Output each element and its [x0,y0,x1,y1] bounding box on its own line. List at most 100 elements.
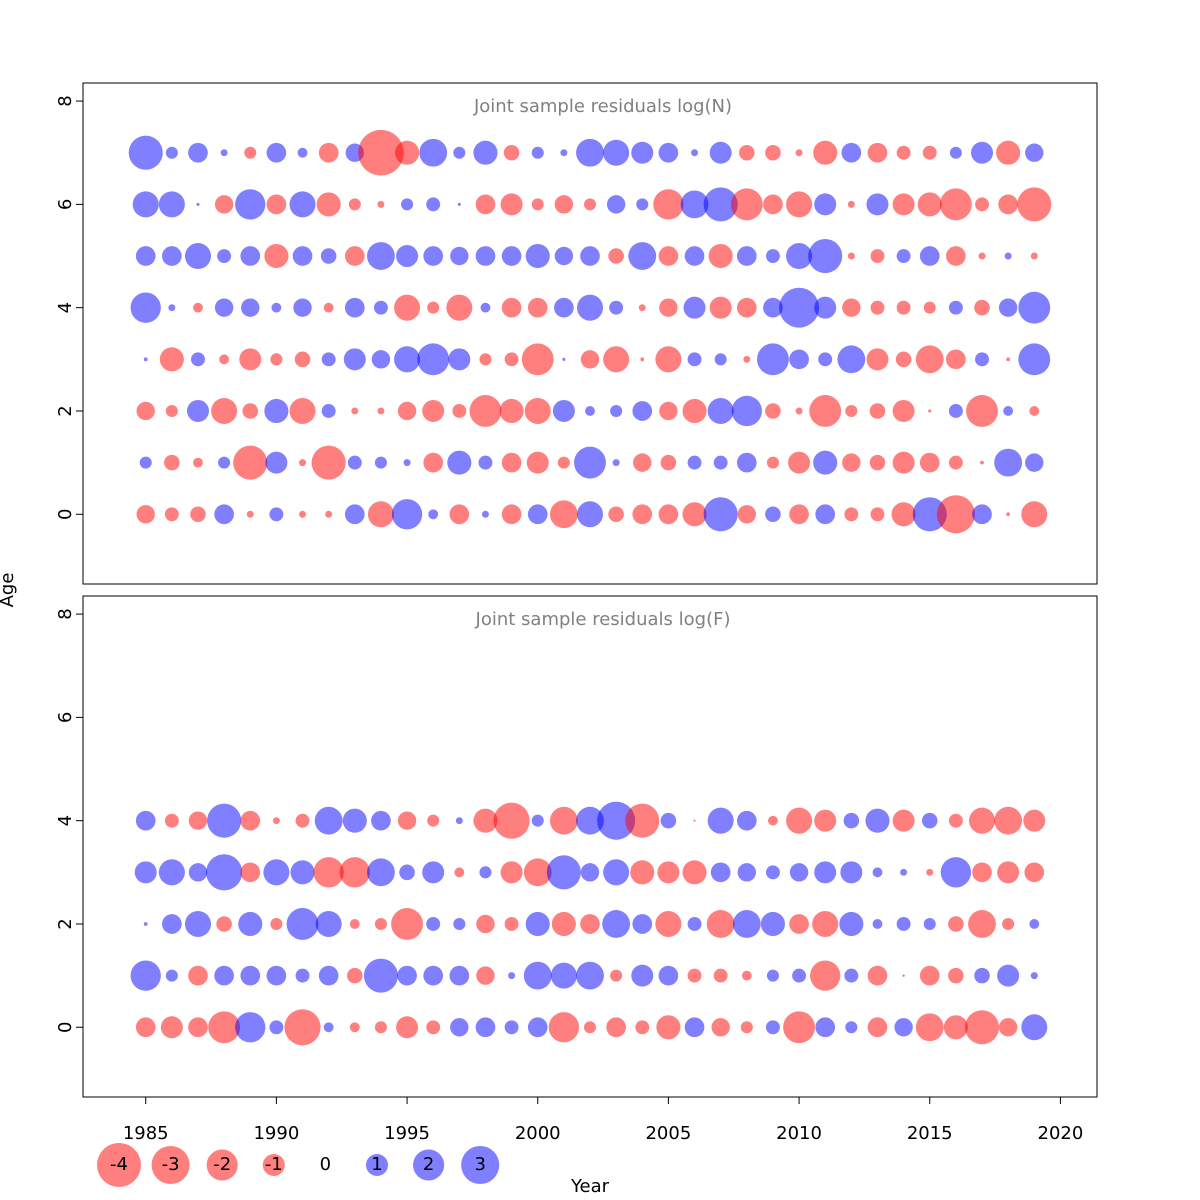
residual-bubble [580,350,600,369]
residual-bubble [895,351,912,368]
residual-bubble [892,193,915,216]
residual-bubble [207,803,242,838]
residual-bubble [557,456,570,469]
residual-bubble [395,140,420,165]
panel-title: Joint sample residuals log(F) [475,609,731,630]
residual-bubble [789,914,809,934]
residual-bubble [766,456,779,469]
residual-bubble [837,345,866,374]
residual-bubble [741,970,752,981]
residual-bubble [476,966,495,985]
residual-bubble [363,958,398,993]
residual-bubble [928,409,932,413]
residual-bubble [501,504,522,525]
residual-bubble [714,353,727,366]
residual-bubble [165,146,178,159]
residual-bubble [948,916,964,932]
residual-bubble [896,145,911,160]
residual-bubble [423,246,444,266]
residual-bubble [1002,917,1015,930]
residual-bubble [193,302,203,313]
residual-bubble [128,135,163,170]
residual-bubble [450,1018,469,1037]
residual-bubble [1006,512,1011,517]
residual-bubble [475,194,496,215]
residual-bubble [760,911,785,937]
residual-bubble [549,806,578,835]
residual-bubble [632,914,653,934]
residual-bubble [377,407,385,415]
residual-bubble [554,297,574,318]
residual-bubble [265,451,288,474]
residual-bubble [707,397,734,424]
residual-bubble [847,200,855,208]
residual-bubble [422,861,445,884]
residual-bubble [682,860,707,885]
residual-bubble [325,510,333,518]
residual-bubble [576,138,604,167]
residual-bubble [551,911,576,937]
residual-bubble [1021,501,1048,528]
residual-bubble [756,343,789,376]
residual-bubble [136,505,155,524]
residual-bubble [214,504,234,525]
residual-bubble [344,297,365,318]
residual-bubble [374,456,387,469]
legend-bubble [97,1143,141,1187]
residual-bubble [940,857,972,888]
residual-bubble [531,198,544,211]
residual-bubble [896,300,911,315]
residual-bubble [656,1015,681,1040]
residual-bubble [585,406,595,416]
residual-bubble [709,141,732,164]
residual-bubble [264,243,289,269]
residual-bubble [132,191,159,218]
residual-bubble [633,453,652,472]
residual-bubble [371,810,391,831]
residual-bubble [136,401,155,421]
residual-bubble [473,808,498,833]
residual-bubble [523,961,552,990]
residual-bubble [710,862,731,883]
residual-bubble [295,813,310,828]
residual-bubble [238,911,263,937]
residual-bubble [608,506,624,523]
residual-bubble [687,455,702,470]
residual-bubble [842,298,861,317]
residual-bubble [660,812,677,829]
residual-bubble [866,193,889,216]
residual-bubble [1025,453,1044,472]
residual-bubble [188,1017,208,1038]
residual-bubble [554,246,574,266]
x-tick-label: 1985 [123,1123,169,1144]
residual-bubble [971,141,994,164]
panel-title: Joint sample residuals log(N) [473,96,732,117]
residual-bubble [448,348,471,371]
residual-bubble [966,395,998,427]
residual-bubble [550,962,577,989]
residual-bubble [921,812,938,829]
residual-bubble [523,858,552,887]
residual-bubble [765,144,781,161]
residual-bubble [919,965,940,986]
residual-bubble [608,248,624,264]
residual-bubble [394,346,421,373]
residual-bubble [603,859,630,886]
residual-bubble [349,1022,360,1033]
residual-bubble [419,138,448,167]
residual-bubble [476,914,495,934]
residual-bubble [736,297,757,318]
residual-bubble [974,967,990,984]
residual-bubble [501,452,522,473]
residual-bubble [164,454,180,471]
residual-bubble [396,1016,419,1039]
residual-bubble [297,147,308,158]
residual-bubble [427,814,440,827]
residual-bubble [917,192,942,217]
residual-bubble [948,300,963,315]
residual-bubble [286,908,319,940]
residual-bubble [453,917,466,930]
residual-bubble [765,403,781,419]
residual-bubble [321,352,336,367]
residual-bubble [193,457,203,468]
